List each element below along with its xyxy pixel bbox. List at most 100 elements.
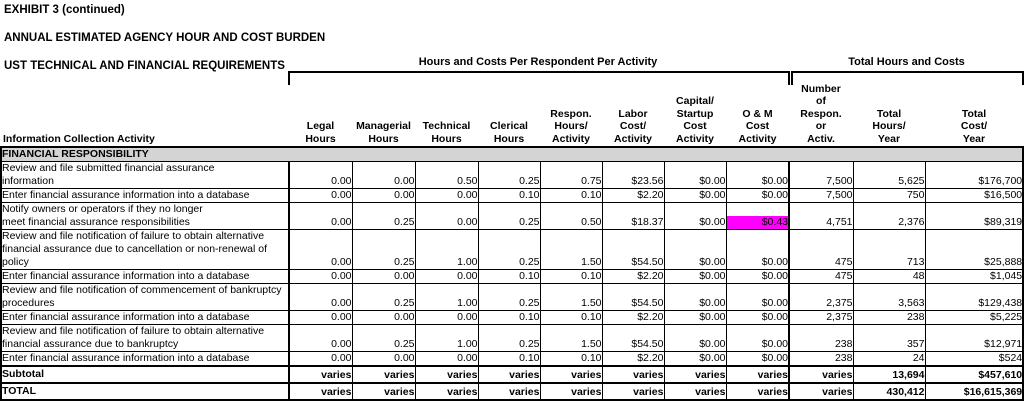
column-header: Technical Hours [422,120,471,145]
value-cell: 5,625 [852,161,926,189]
value-cell: $25,888 [924,229,1024,270]
value-cell: varies [288,382,353,401]
value-cell: 0.00 [351,269,416,284]
value-cell: varies [414,382,479,401]
value-cell: 238 [852,310,926,325]
row-label: Review and file notification of failure … [0,229,290,270]
value-cell: $524 [924,351,1024,367]
column-header: Total Hours/ Year [872,107,906,145]
value-cell: 0.10 [477,351,541,367]
value-cell: varies [788,365,854,384]
value-cell: $2.20 [601,188,665,203]
row-label: Enter financial assurance information in… [0,310,290,325]
value-cell: $1,045 [924,269,1024,284]
value-cell: 475 [788,229,854,270]
column-header: Managerial Hours [356,120,411,145]
value-cell: $0.00 [663,188,727,203]
value-cell: varies [725,365,790,384]
summary-row: Subtotal varies varies varies varies varies va… [0,365,1024,384]
value-cell: 0.00 [288,202,353,230]
value-cell: $0.00 [663,324,727,352]
value-cell: 0.00 [414,310,479,325]
value-cell: $0.00 [663,351,727,367]
value-cell: 2,375 [788,310,854,325]
value-cell: 24 [852,351,926,367]
value-cell: 0.00 [288,229,353,270]
value-cell: 3,563 [852,283,926,311]
title-line-1: EXHIBIT 3 (continued) [4,4,125,16]
group-header-totals: Total Hours and Costs [848,56,965,68]
value-cell: 2,376 [852,202,926,230]
value-cell: $18.37 [601,202,665,230]
value-cell: varies [414,365,479,384]
column-header: Total Cost/ Year [960,107,988,145]
value-cell: 1.50 [539,229,603,270]
value-cell: $129,438 [924,283,1024,311]
value-cell: $0.00 [725,310,790,325]
value-cell: $0.00 [663,269,727,284]
group-header-per-activity: Hours and Costs Per Respondent Per Activ… [418,56,658,68]
value-cell: 0.25 [477,324,541,352]
value-cell: 475 [788,269,854,284]
value-cell: 7,500 [788,188,854,203]
value-cell: $0.00 [663,283,727,311]
row-label: Notify owners or operators if they no lo… [0,202,290,230]
value-cell: varies [351,382,416,401]
value-cell: $0.00 [725,269,790,284]
row-label: Subtotal [0,365,290,384]
value-cell: 238 [788,351,854,367]
value-cell: 0.00 [414,269,479,284]
row-label: Review and file submitted financial assu… [0,161,290,189]
value-cell: 713 [852,229,926,270]
value-cell: $0.00 [725,188,790,203]
value-cell: $23.56 [601,161,665,189]
value-cell: 1.00 [414,229,479,270]
value-cell: 0.10 [477,310,541,325]
value-cell: $2.20 [601,269,665,284]
row-label: Enter financial assurance information in… [0,351,290,367]
column-header: Legal Hours [305,120,336,145]
value-cell: varies [288,365,353,384]
value-cell: 0.10 [539,351,603,367]
value-cell: 0.10 [539,310,603,325]
value-cell: $0.00 [663,202,727,230]
value-cell: 0.25 [477,161,541,189]
value-cell: $2.20 [601,310,665,325]
table-row: Review and file submitted financial assu… [0,161,1024,189]
row-label: Review and file notification of failure … [0,324,290,352]
row-label: Enter financial assurance information in… [0,269,290,284]
bracket-totals [791,71,1024,85]
value-cell: varies [601,382,665,401]
value-cell: 4,751 [788,202,854,230]
value-cell: 1.00 [414,283,479,311]
table-row: Review and file notification of failure … [0,324,1024,352]
value-cell: 0.25 [351,229,416,270]
title-line-3: UST TECHNICAL AND FINANCIAL REQUIREMENTS [4,60,285,72]
value-cell: 238 [788,324,854,352]
value-cell: $0.00 [725,161,790,189]
value-cell: 0.25 [351,202,416,230]
value-cell: 0.00 [288,188,353,203]
value-cell: varies [663,365,727,384]
value-cell: varies [663,382,727,401]
value-cell: 0.00 [351,310,416,325]
value-cell: varies [601,365,665,384]
value-cell: $5,225 [924,310,1024,325]
value-cell: 0.00 [288,310,353,325]
row-label: Review and file notification of commence… [0,283,290,311]
value-cell: $0.43 [725,202,790,230]
value-cell: 750 [852,188,926,203]
value-cell: varies [539,365,603,384]
value-cell: varies [725,382,790,401]
value-cell: 0.25 [477,283,541,311]
column-header: Labor Cost/ Activity [614,107,652,145]
value-cell: 0.25 [477,229,541,270]
value-cell: 48 [852,269,926,284]
column-header: Number of Respon. or Activ. [800,82,842,145]
value-cell: 0.50 [414,161,479,189]
value-cell: varies [477,365,541,384]
burden-table: FINANCIAL RESPONSIBILITY Review and file … [0,146,1024,401]
highlighted-cell: $0.43 [727,216,788,229]
value-cell: 0.10 [477,269,541,284]
value-cell: 0.25 [351,324,416,352]
